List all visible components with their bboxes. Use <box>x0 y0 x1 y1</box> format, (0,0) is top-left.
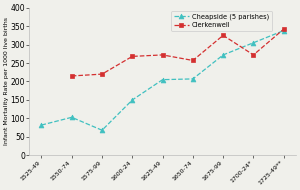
Cheapside (5 parishes) <box>221 54 225 56</box>
Cheapside (5 parishes) <box>70 116 74 118</box>
Clerkenwell <box>130 55 134 58</box>
Clerkenwell <box>70 75 74 77</box>
Clerkenwell <box>252 54 255 56</box>
Clerkenwell <box>221 34 225 36</box>
Clerkenwell <box>100 73 104 75</box>
Cheapside (5 parishes) <box>282 29 286 32</box>
Cheapside (5 parishes) <box>252 42 255 44</box>
Y-axis label: Infant Mortality Rate per 1000 live births: Infant Mortality Rate per 1000 live birt… <box>4 17 9 146</box>
Clerkenwell <box>161 54 164 56</box>
Clerkenwell <box>191 59 195 62</box>
Clerkenwell <box>282 28 286 30</box>
Cheapside (5 parishes) <box>130 99 134 101</box>
Cheapside (5 parishes) <box>100 129 104 131</box>
Cheapside (5 parishes) <box>191 78 195 80</box>
Cheapside (5 parishes) <box>40 124 43 126</box>
Legend: Cheapside (5 parishes), Clerkenwell: Cheapside (5 parishes), Clerkenwell <box>171 11 272 31</box>
Line: Clerkenwell: Clerkenwell <box>69 27 286 78</box>
Cheapside (5 parishes) <box>161 78 164 81</box>
Line: Cheapside (5 parishes): Cheapside (5 parishes) <box>39 28 286 133</box>
